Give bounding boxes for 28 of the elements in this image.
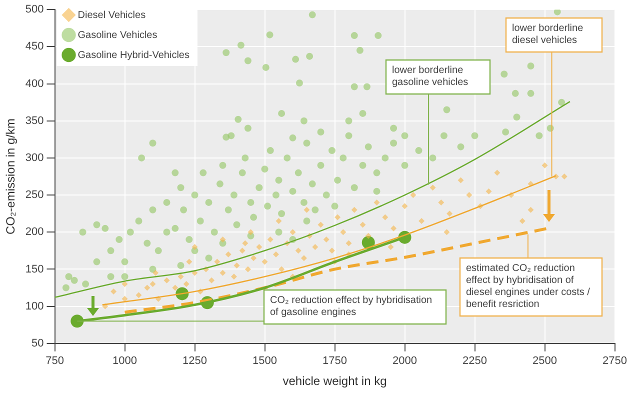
annotation: lower borderline gasoline vehicles	[392, 64, 468, 88]
legend-label: Gasoline Hybrid-Vehicles	[78, 50, 190, 61]
y-tick-label: 450	[25, 40, 44, 53]
y-tick-label: 100	[25, 300, 44, 312]
x-tick-label: 1750	[322, 355, 347, 368]
y-tick-label: 300	[25, 152, 44, 164]
y-tick-label: 150	[25, 263, 44, 276]
x-tick-label: 1500	[252, 355, 277, 368]
x-tick-label: 750	[46, 355, 64, 368]
y-tick-label: 250	[25, 189, 44, 202]
y-axis-title: CO₂-emission in g/km	[4, 118, 18, 235]
y-tick-label: 50	[32, 337, 44, 350]
x-tick-label: 2250	[462, 355, 488, 368]
legend-label: Gasoline Vehicles	[78, 30, 158, 41]
annotation: estimated CO₂ reduction effect by hybridisation of diesel engines under costs / benefit resriction	[466, 262, 590, 310]
y-tick-label: 400	[25, 78, 44, 90]
x-tick-label: 2750	[602, 355, 628, 368]
x-tick-label: 1250	[182, 355, 207, 368]
x-tick-label: 2000	[392, 355, 417, 368]
x-axis-title: vehicle weight in kg	[282, 374, 387, 388]
y-tick-label: 350	[25, 114, 44, 127]
annotation: lower borderline diesel vehicles	[512, 22, 584, 46]
y-tick-label: 200	[25, 226, 44, 238]
x-tick-label: 1000	[112, 355, 137, 368]
y-tick-label: 500	[25, 4, 44, 16]
annotation: CO₂ reduction effect by hybridisation of gasoline engines	[270, 294, 432, 318]
x-tick-label: 2500	[532, 355, 558, 368]
legend-label: Diesel Vehicles	[78, 10, 146, 21]
